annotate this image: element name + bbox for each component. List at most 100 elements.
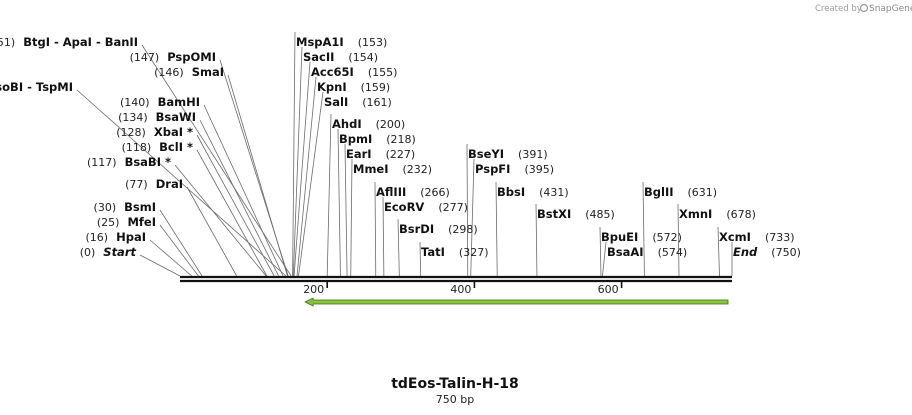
site-leader-bstxi (535, 203, 538, 277)
site-name: EarI (346, 147, 372, 161)
site-position: (16) (86, 231, 109, 244)
site-position: (327) (459, 246, 489, 259)
site-start[interactable]: Start (0) (80, 245, 137, 259)
site-bseyi[interactable]: BseYI (391) (468, 147, 548, 161)
site-leader-mmei (350, 158, 353, 277)
site-sali[interactable]: SalI (161) (324, 95, 392, 109)
site-bsmi[interactable]: BsmI (30) (94, 200, 156, 214)
map-caption: tdEos-Talin-H-18 750 bp (391, 376, 519, 406)
site-position: (147) (130, 51, 160, 64)
site-leader-sacii (292, 46, 303, 277)
site-bpmi[interactable]: BpmI (218) (339, 132, 416, 146)
site-leader-xcmi (717, 226, 720, 277)
ruler-label-600: 600 (598, 283, 619, 296)
site-leader-bcli (196, 149, 268, 277)
site-position: (161) (362, 96, 392, 109)
site-labels: Start (0) HpaI (16) MfeI (25) BsmI (30) DraI (77)… (0, 35, 801, 259)
site-xmni[interactable]: XmnI (678) (679, 207, 756, 221)
site-leader-kpni (296, 76, 317, 277)
site-leader-pspfi (470, 158, 475, 277)
site-position: (154) (348, 51, 378, 64)
site-bsaai[interactable]: BsaAI (574) (607, 245, 687, 259)
site-tati[interactable]: TatI (327) (421, 245, 489, 259)
site-name: TatI (421, 245, 445, 259)
site-bbsi[interactable]: BbsI (431) (497, 185, 569, 199)
site-name: BtgI - ApaI - BanII (23, 35, 138, 49)
site-name: PspOMI (167, 50, 216, 64)
site-btgi-apai-banii[interactable]: BtgI - ApaI - BanII (151) (0, 35, 138, 49)
site-afliii[interactable]: AflIII (266) (376, 185, 450, 199)
site-name: BsrDI (399, 222, 434, 236)
site-position: (151) (0, 36, 15, 49)
site-hpai[interactable]: HpaI (16) (86, 230, 147, 244)
site-leader-sali (298, 91, 324, 277)
site-name: BsaBI * (125, 155, 171, 169)
site-eari[interactable]: EarI (227) (346, 147, 415, 161)
site-xbai[interactable]: XbaI * (128) (116, 125, 193, 139)
site-name: AvaI - XmaI - BsoBI - TspMI (0, 80, 73, 94)
site-leaders (76, 31, 733, 277)
site-bsabi[interactable]: BsaBI * (117) (87, 155, 171, 169)
site-mmei[interactable]: MmeI (232) (353, 162, 432, 176)
site-drai[interactable]: DraI (77) (125, 177, 183, 191)
site-leader-btgi-apai-banii (141, 44, 292, 277)
site-leader-pspomi (219, 59, 289, 277)
site-acc65i[interactable]: Acc65I (155) (311, 65, 397, 79)
site-name: End (733, 245, 758, 259)
site-leader-hpai (149, 239, 193, 277)
site-xcmi[interactable]: XcmI (733) (719, 230, 795, 244)
site-position: (678) (726, 208, 756, 221)
site-position: (117) (87, 156, 117, 169)
site-bstxi[interactable]: BstXI (485) (537, 207, 615, 221)
site-leader-bamhi (203, 104, 284, 277)
site-bpuei[interactable]: BpuEI (572) (601, 230, 682, 244)
ruler-label-200: 200 (303, 283, 324, 296)
site-position: (227) (386, 148, 416, 161)
site-position: (485) (585, 208, 615, 221)
site-ahdi[interactable]: AhdI (200) (332, 117, 405, 131)
site-position: (298) (448, 223, 478, 236)
site-sacii[interactable]: SacII (154) (303, 50, 378, 64)
snapgene-logo-icon (859, 3, 869, 13)
site-pspomi[interactable]: PspOMI (147) (130, 50, 216, 64)
feature-arrow (304, 297, 729, 307)
site-name: BbsI (497, 185, 525, 199)
site-mspa1i[interactable]: MspA1I (153) (296, 35, 387, 49)
site-name: BglII (644, 185, 674, 199)
site-position: (30) (94, 201, 117, 214)
site-leader-eari (344, 143, 348, 277)
site-position: (128) (116, 126, 146, 139)
site-position: (25) (97, 216, 120, 229)
site-leader-bsawi (199, 119, 279, 277)
site-position: (159) (361, 81, 391, 94)
site-smai[interactable]: SmaI (146) (154, 65, 224, 79)
site-avai-xmai-bsobi-tspmi[interactable]: AvaI - XmaI - BsoBI - TspMI(144) (0, 80, 73, 94)
site-pspfi[interactable]: PspFI (395) (475, 162, 554, 176)
site-position: (631) (688, 186, 718, 199)
site-name: SacII (303, 50, 334, 64)
site-kpni[interactable]: KpnI (159) (317, 80, 390, 94)
ruler-label-400: 400 (450, 283, 471, 296)
site-bcli[interactable]: BclI * (118) (122, 140, 193, 154)
site-bsawi[interactable]: BsaWI (134) (118, 110, 196, 124)
site-name: BsaAI (607, 245, 644, 259)
site-leader-mfei (159, 224, 199, 277)
site-position: (218) (386, 133, 416, 146)
site-name: MmeI (353, 162, 389, 176)
map-title: tdEos-Talin-H-18 (391, 376, 519, 392)
site-name: MfeI (127, 215, 156, 229)
feature-arrow-shape[interactable] (304, 297, 729, 307)
backbone: 200 400 600 (180, 275, 732, 296)
site-bamhi[interactable]: BamHI (140) (120, 95, 200, 109)
site-name: BseYI (468, 147, 504, 161)
site-bglii[interactable]: BglII (631) (644, 185, 717, 199)
site-end[interactable]: End (750) (733, 245, 801, 259)
site-ecorv[interactable]: EcoRV (277) (384, 200, 468, 214)
site-leader-start (139, 254, 181, 277)
site-name: EcoRV (384, 200, 424, 214)
site-bsrdi[interactable]: BsrDI (298) (399, 222, 478, 236)
site-mfei[interactable]: MfeI (25) (97, 215, 156, 229)
site-name: AhdI (332, 117, 362, 131)
credit-brand: SnapGene (869, 4, 912, 14)
